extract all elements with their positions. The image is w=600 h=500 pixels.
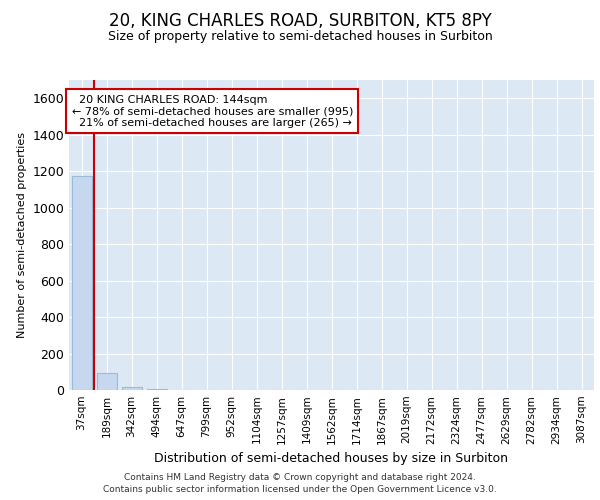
Y-axis label: Number of semi-detached properties: Number of semi-detached properties [17,132,27,338]
Text: Contains HM Land Registry data © Crown copyright and database right 2024.: Contains HM Land Registry data © Crown c… [124,472,476,482]
Text: 20, KING CHARLES ROAD, SURBITON, KT5 8PY: 20, KING CHARLES ROAD, SURBITON, KT5 8PY [109,12,491,30]
Bar [71,176,91,390]
X-axis label: Distribution of semi-detached houses by size in Surbiton: Distribution of semi-detached houses by … [155,452,509,465]
Bar [97,372,116,390]
Bar [121,388,142,390]
Text: Contains public sector information licensed under the Open Government Licence v3: Contains public sector information licen… [103,485,497,494]
Text: 20 KING CHARLES ROAD: 144sqm
← 78% of semi-detached houses are smaller (995)
  2: 20 KING CHARLES ROAD: 144sqm ← 78% of se… [71,94,353,128]
Text: Size of property relative to semi-detached houses in Surbiton: Size of property relative to semi-detach… [107,30,493,43]
